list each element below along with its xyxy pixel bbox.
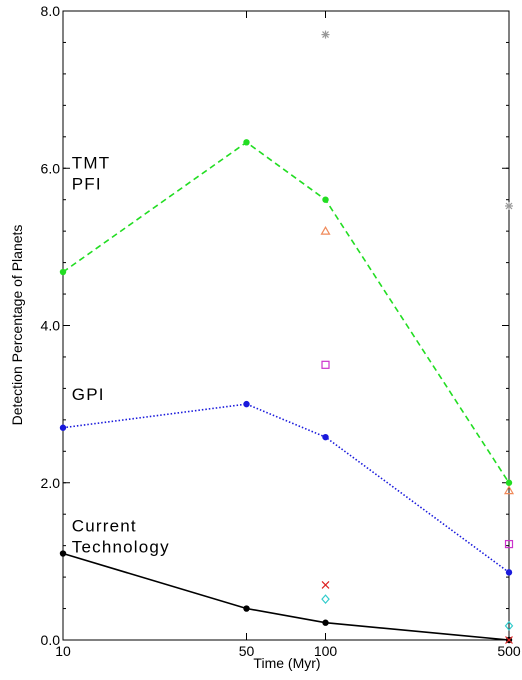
plot-axes: 0.0 2.0 4.0 6.0 8.0 10 50 100 500 [41,3,521,659]
x-tick-label: 500 [497,643,521,659]
annotation-line: Technology [72,537,170,556]
plot-series [59,139,513,644]
series-point-current [243,605,250,612]
series-point-tmt [505,479,513,486]
annotation-line: TMT [72,153,111,172]
marker-triangle [503,485,515,495]
series-point-gpi [59,424,67,431]
marker-square [321,360,330,369]
x-axis-title: Time (Myr) [253,655,320,671]
marker-asterisk [505,201,513,210]
series-point-current [59,550,67,557]
plot-markers [320,30,515,644]
y-tick-label: 6.0 [41,160,61,176]
series-point-gpi [505,569,513,576]
marker-triangle [320,225,331,235]
series-point-current [322,619,329,626]
plot-annotations: TMT PFI GPI Current Technology [72,153,170,556]
series-point-tmt [59,268,67,276]
marker-square [504,539,514,549]
x-tick-label: 100 [314,643,338,659]
annotation-line: Current [72,516,137,535]
series-line-current [62,552,510,641]
annotation-line: PFI [72,174,102,193]
x-tick-label: 50 [239,643,255,659]
annotation-tmt: TMT PFI [72,153,111,193]
series-point-tmt [322,196,329,203]
annotation-line: GPI [72,385,105,404]
x-tick-label: 10 [55,643,71,659]
series-point-gpi [243,400,250,408]
marker-cross [321,581,330,589]
marker-cross [505,636,513,644]
y-tick-label: 4.0 [41,318,61,334]
annotation-gpi: GPI [72,385,105,404]
series-point-tmt [243,139,250,146]
y-tick-label: 8.0 [41,3,61,19]
series-point-gpi [322,433,329,441]
marker-diamond [504,620,514,631]
series-line-gpi [62,403,510,574]
y-tick-label: 2.0 [41,475,61,491]
y-axis-title: Detection Percentage of Planets [9,225,25,426]
y-tick-label: 0.0 [41,632,61,648]
series-line-tmt [62,141,510,484]
marker-asterisk [321,30,330,39]
annotation-current: Current Technology [72,516,170,556]
marker-diamond [321,594,330,605]
